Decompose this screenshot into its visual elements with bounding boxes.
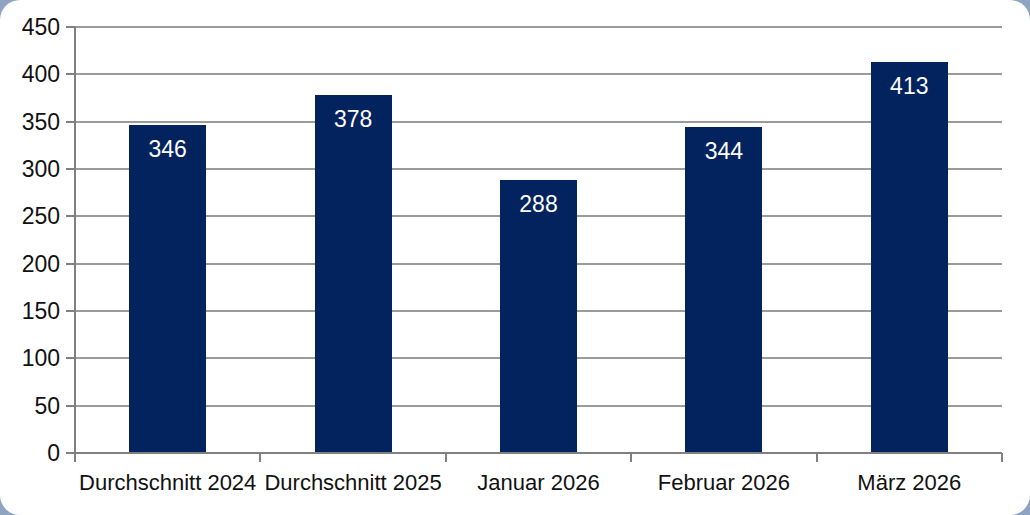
x-axis-tick <box>259 453 261 462</box>
y-axis-tick-label: 0 <box>0 438 60 468</box>
x-axis-tick <box>1001 453 1003 462</box>
y-axis-tick-label: 150 <box>0 296 60 326</box>
bar <box>315 95 392 453</box>
gridline <box>75 73 1002 75</box>
x-axis-tick <box>74 453 76 462</box>
bar-value-label: 288 <box>500 189 577 219</box>
bar-value-label: 378 <box>315 104 392 134</box>
y-axis-tick-label: 300 <box>0 154 60 184</box>
gridline <box>75 168 1002 170</box>
chart-panel: 0 50 100 150 200 250 300 350 400 450 346 Durchschni… <box>0 0 1030 515</box>
bar <box>129 125 206 453</box>
bar <box>871 62 948 453</box>
x-axis-tick <box>630 453 632 462</box>
gridline <box>75 121 1002 123</box>
bar <box>500 180 577 453</box>
y-axis-tick-label: 200 <box>0 249 60 279</box>
x-axis-label: Januar 2026 <box>477 468 599 498</box>
bar-value-label: 346 <box>129 134 206 164</box>
y-axis-tick-label: 400 <box>0 59 60 89</box>
y-axis-tick-label: 50 <box>0 391 60 421</box>
x-axis-label: Februar 2026 <box>658 468 790 498</box>
x-axis-tick <box>445 453 447 462</box>
y-axis-tick-label: 100 <box>0 343 60 373</box>
bar-value-label: 344 <box>685 136 762 166</box>
bar <box>685 127 762 453</box>
y-axis-tick-label: 250 <box>0 201 60 231</box>
bar-value-label: 413 <box>871 71 948 101</box>
y-axis-tick-label: 450 <box>0 12 60 42</box>
screenshot-canvas: 0 50 100 150 200 250 300 350 400 450 346 Durchschni… <box>0 0 1030 515</box>
x-axis-label: Durchschnitt 2024 <box>79 468 256 498</box>
x-axis-tick <box>816 453 818 462</box>
gridline <box>75 26 1002 28</box>
x-axis-label: Durchschnitt 2025 <box>264 468 441 498</box>
x-axis-label: März 2026 <box>857 468 961 498</box>
y-axis-line <box>74 27 76 453</box>
y-axis-tick-label: 350 <box>0 107 60 137</box>
x-axis-line <box>75 452 1002 454</box>
bar-chart: 0 50 100 150 200 250 300 350 400 450 346 Durchschni… <box>0 0 1030 515</box>
